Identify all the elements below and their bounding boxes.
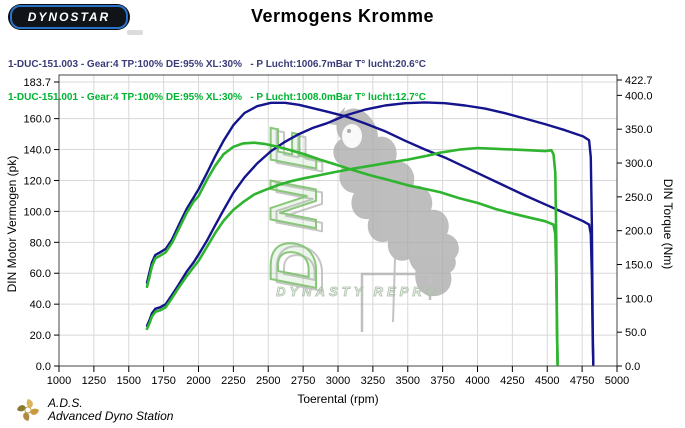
svg-text:4750: 4750 [570, 375, 594, 387]
svg-text:80.0: 80.0 [30, 237, 51, 249]
svg-text:5000: 5000 [605, 375, 629, 387]
svg-text:40.0: 40.0 [30, 299, 51, 311]
svg-text:100.0: 100.0 [625, 293, 653, 305]
svg-text:400.0: 400.0 [625, 90, 653, 102]
svg-text:250.0: 250.0 [625, 192, 653, 204]
svg-text:120.0: 120.0 [23, 175, 51, 187]
svg-text:DNF: DNF [256, 117, 330, 289]
dynostar-logo-ring: DYNOSTAR [10, 5, 128, 29]
svg-text:4500: 4500 [535, 375, 559, 387]
svg-text:3750: 3750 [430, 375, 454, 387]
svg-text:20.0: 20.0 [30, 330, 51, 342]
svg-text:350.0: 350.0 [625, 124, 653, 136]
svg-text:DIN Torque (Nm): DIN Torque (Nm) [661, 179, 675, 269]
svg-text:50.0: 50.0 [625, 327, 646, 339]
logo-fine-print [127, 30, 143, 35]
legend: 1-DUC-151.003 - Gear:4 TP:100% DE:95% XL… [8, 37, 426, 125]
dynostar-logo-text: DYNOSTAR [27, 10, 111, 24]
ads-abbr: A.D.S. [48, 396, 83, 410]
svg-text:3000: 3000 [326, 375, 350, 387]
svg-text:60.0: 60.0 [30, 268, 51, 280]
svg-text:300.0: 300.0 [625, 158, 653, 170]
svg-text:1750: 1750 [151, 375, 175, 387]
svg-text:0.0: 0.0 [36, 361, 51, 373]
svg-text:422.7: 422.7 [625, 75, 653, 87]
svg-text:1500: 1500 [117, 375, 141, 387]
svg-text:3250: 3250 [361, 375, 385, 387]
svg-text:DIN Motor Vermogen (pk): DIN Motor Vermogen (pk) [5, 156, 19, 293]
ads-footer: A.D.S. Advanced Dyno Station [14, 396, 173, 424]
ads-logo-icon [17, 399, 39, 421]
dynostar-logo: DYNOSTAR [8, 4, 130, 30]
svg-text:140.0: 140.0 [23, 145, 51, 157]
svg-text:1000: 1000 [47, 375, 71, 387]
svg-text:150.0: 150.0 [625, 260, 653, 272]
svg-text:2000: 2000 [186, 375, 210, 387]
svg-text:160.0: 160.0 [23, 114, 51, 126]
legend-run-001: 1-DUC-151.001 - Gear:4 TP:100% DE:95% XL… [8, 92, 426, 103]
svg-text:200.0: 200.0 [625, 226, 653, 238]
svg-text:2750: 2750 [291, 375, 315, 387]
svg-text:2500: 2500 [256, 375, 280, 387]
svg-text:183.7: 183.7 [23, 77, 51, 89]
svg-text:4250: 4250 [500, 375, 524, 387]
svg-text:Toerental (rpm): Toerental (rpm) [297, 392, 378, 406]
svg-text:2250: 2250 [221, 375, 245, 387]
svg-text:1250: 1250 [82, 375, 106, 387]
svg-text:100.0: 100.0 [23, 206, 51, 218]
legend-run-003: 1-DUC-151.003 - Gear:4 TP:100% DE:95% XL… [8, 59, 426, 70]
svg-text:0.0: 0.0 [625, 361, 640, 373]
svg-text:3500: 3500 [396, 375, 420, 387]
svg-text:4000: 4000 [465, 375, 489, 387]
page-title: Vermogens Kromme [250, 6, 435, 26]
ads-name: Advanced Dyno Station [48, 409, 174, 423]
svg-text:DYNASTY REPRO: DYNASTY REPRO [276, 284, 440, 299]
